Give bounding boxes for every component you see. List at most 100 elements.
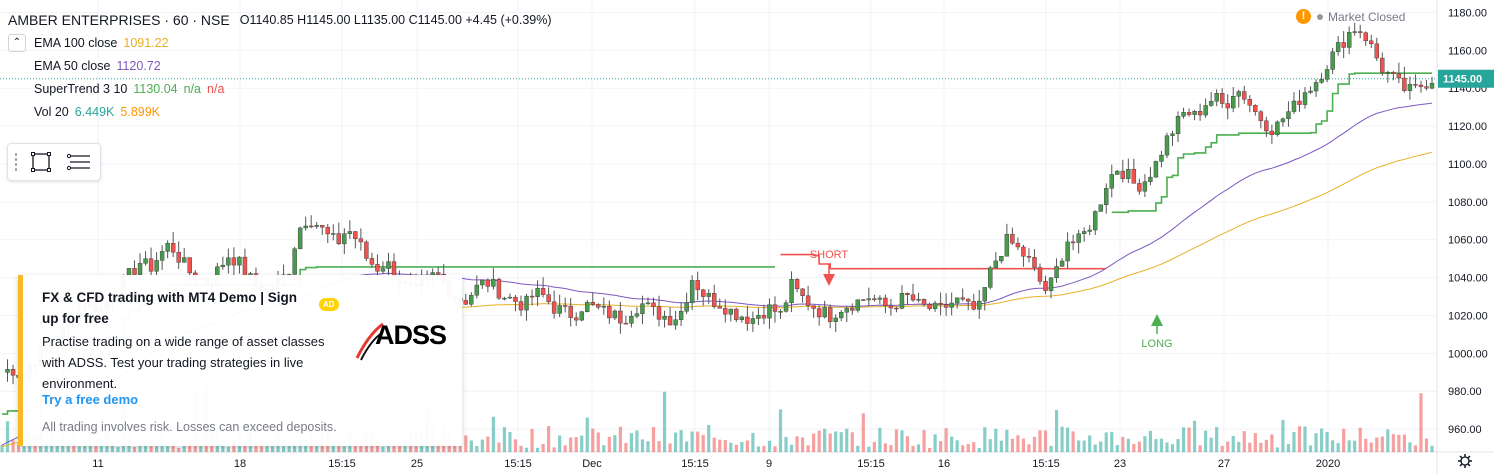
candle-body	[673, 319, 678, 326]
adss-logo: ADSS	[355, 318, 455, 364]
candle-body	[1297, 100, 1302, 105]
volume-bar	[591, 428, 595, 452]
indicator-volume[interactable]: Vol 20 6.449K 5.899K	[8, 100, 552, 123]
candle-body	[1214, 93, 1219, 102]
volume-bar	[381, 446, 385, 452]
volume-bar	[519, 445, 523, 452]
volume-bar	[502, 427, 507, 452]
volume-bar	[1397, 434, 1401, 452]
ad-badge: AD	[319, 298, 339, 311]
volume-bar	[751, 432, 755, 452]
volume-bar	[331, 442, 335, 452]
candle-body	[220, 264, 226, 268]
volume-bar	[1170, 444, 1175, 452]
volume-bar	[883, 443, 887, 452]
candle-body	[5, 369, 10, 373]
volume-bar	[221, 441, 225, 452]
settings-gear-icon[interactable]	[1458, 454, 1472, 468]
volume-bar	[602, 445, 606, 452]
select-rectangle-icon[interactable]	[26, 147, 56, 177]
list-settings-icon[interactable]	[64, 147, 94, 177]
candle-body	[1120, 170, 1126, 179]
candle-body	[772, 304, 778, 312]
volume-bar	[1253, 433, 1257, 452]
market-status[interactable]: ! Market Closed	[1296, 9, 1405, 24]
volume-bar	[1358, 427, 1362, 452]
y-tick-label: 1020.00	[1448, 310, 1488, 322]
indicator-ema100[interactable]: ⌃ EMA 100 close 1091.22	[8, 31, 552, 54]
volume-bar	[806, 445, 810, 452]
volume-bar	[1154, 439, 1158, 452]
candle-body	[331, 233, 336, 235]
volume-bar	[574, 437, 578, 452]
y-tick-label: 1080.00	[1448, 197, 1488, 209]
candle-body	[717, 306, 722, 309]
warning-icon[interactable]: !	[1296, 9, 1311, 24]
volume-bar	[762, 445, 766, 452]
indicator-value: 6.449K	[74, 104, 115, 119]
volume-bar	[491, 416, 495, 452]
ad-title[interactable]: FX & CFD trading with MT4 Demo | Sign up…	[42, 290, 298, 326]
candle-body	[1164, 135, 1170, 156]
volume-bar	[1259, 442, 1263, 452]
symbol-title[interactable]: AMBER ENTERPRISES · 60 · NSE	[8, 11, 230, 28]
volume-bar	[707, 424, 711, 452]
drag-handle-icon[interactable]	[14, 152, 18, 172]
candle-body	[816, 308, 822, 318]
volume-bar	[1391, 434, 1395, 452]
candle-body	[739, 316, 745, 320]
volume-bar	[359, 443, 363, 452]
volume-bar	[132, 446, 137, 452]
volume-bar	[662, 391, 667, 452]
volume-bar	[745, 440, 749, 452]
candle-body	[651, 302, 656, 307]
candle-body	[336, 233, 341, 245]
volume-bar	[1402, 434, 1406, 452]
candle-body	[364, 241, 369, 259]
candle-body	[1335, 42, 1341, 53]
ad-banner[interactable]: FX & CFD trading with MT4 Demo | Sign up…	[18, 275, 462, 446]
volume-bar	[1347, 440, 1351, 452]
volume-bar	[154, 443, 159, 452]
candle-body	[375, 264, 380, 272]
candle-body	[325, 226, 330, 235]
volume-bar	[281, 440, 286, 452]
last-price-label: 1145.00	[1443, 74, 1482, 86]
indicator-ema50[interactable]: EMA 50 close 1120.72	[8, 54, 552, 77]
volume-bar	[983, 427, 987, 452]
volume-bar	[1325, 432, 1329, 452]
ad-cta-link[interactable]: Try a free demo	[42, 392, 139, 407]
y-tick-label: 1040.00	[1448, 273, 1488, 285]
volume-bar	[1342, 428, 1346, 452]
volume-bar	[911, 445, 915, 452]
drawing-toolbar	[7, 143, 101, 181]
volume-bar	[44, 440, 48, 452]
candle-body	[1065, 241, 1070, 262]
volume-bar	[138, 444, 142, 452]
volume-bar	[1275, 447, 1280, 452]
indicator-supertrend[interactable]: SuperTrend 3 10 1130.04 n/a n/a	[8, 77, 552, 100]
candle-body	[805, 295, 811, 306]
x-tick-label: 15:15	[681, 458, 709, 470]
volume-bar	[944, 428, 948, 452]
candle-body	[662, 316, 667, 320]
candle-body	[684, 302, 689, 312]
candle-body	[1324, 69, 1330, 80]
candle-body	[231, 257, 237, 266]
volume-bar	[607, 436, 611, 452]
volume-bar	[77, 446, 81, 452]
candle-body	[800, 288, 805, 296]
volume-bar	[1115, 445, 1119, 452]
candle-body	[607, 305, 612, 319]
candle-body	[612, 310, 618, 319]
volume-bar	[1198, 445, 1202, 452]
volume-bar	[640, 439, 645, 452]
ad-accent-bar	[18, 275, 23, 446]
volume-bar	[337, 442, 341, 452]
volume-bar	[1237, 441, 1241, 452]
candle-body	[1126, 169, 1131, 179]
chevron-down-icon[interactable]: ⌃	[8, 33, 26, 52]
volume-bar	[1353, 440, 1357, 452]
candle-body	[1081, 231, 1087, 235]
